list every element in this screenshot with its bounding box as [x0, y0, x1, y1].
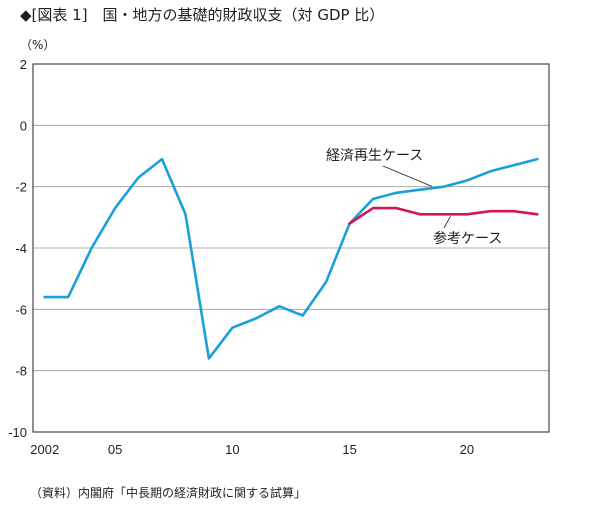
y-tick-label: -8: [15, 364, 27, 379]
y-tick-label: -10: [8, 425, 27, 440]
baseline-series-line: [43, 157, 539, 360]
series-lines: [43, 157, 539, 360]
plot-frame: [32, 63, 550, 433]
baseline-annotation-leader: [382, 165, 432, 187]
x-tick-label: 10: [225, 442, 239, 457]
y-tick-label: 2: [20, 57, 27, 72]
x-tick-label: 15: [342, 442, 356, 457]
x-tick-label: 20: [460, 442, 474, 457]
gridlines: [33, 124, 549, 372]
y-axis-unit-label: （%）: [20, 38, 56, 52]
x-tick-label: 05: [108, 442, 122, 457]
y-tick-label: -6: [15, 302, 27, 317]
chart-title: ◆[図表 1] 国・地方の基礎的財政収支（対 GDP 比）: [20, 6, 385, 24]
x-tick-label: 2002: [30, 442, 59, 457]
source-note: （資料）内閣府「中長期の経済財政に関する試算」: [30, 486, 307, 500]
y-tick-label: -2: [15, 180, 27, 195]
baseline-series-annotation: 経済再生ケース: [326, 148, 423, 164]
reference-series-line: [348, 206, 539, 225]
y-tick-label: 0: [20, 118, 27, 133]
y-tick-label: -4: [15, 241, 27, 256]
reference-series-annotation: 参考ケース: [433, 230, 502, 247]
reference-annotation-leader: [443, 216, 451, 229]
